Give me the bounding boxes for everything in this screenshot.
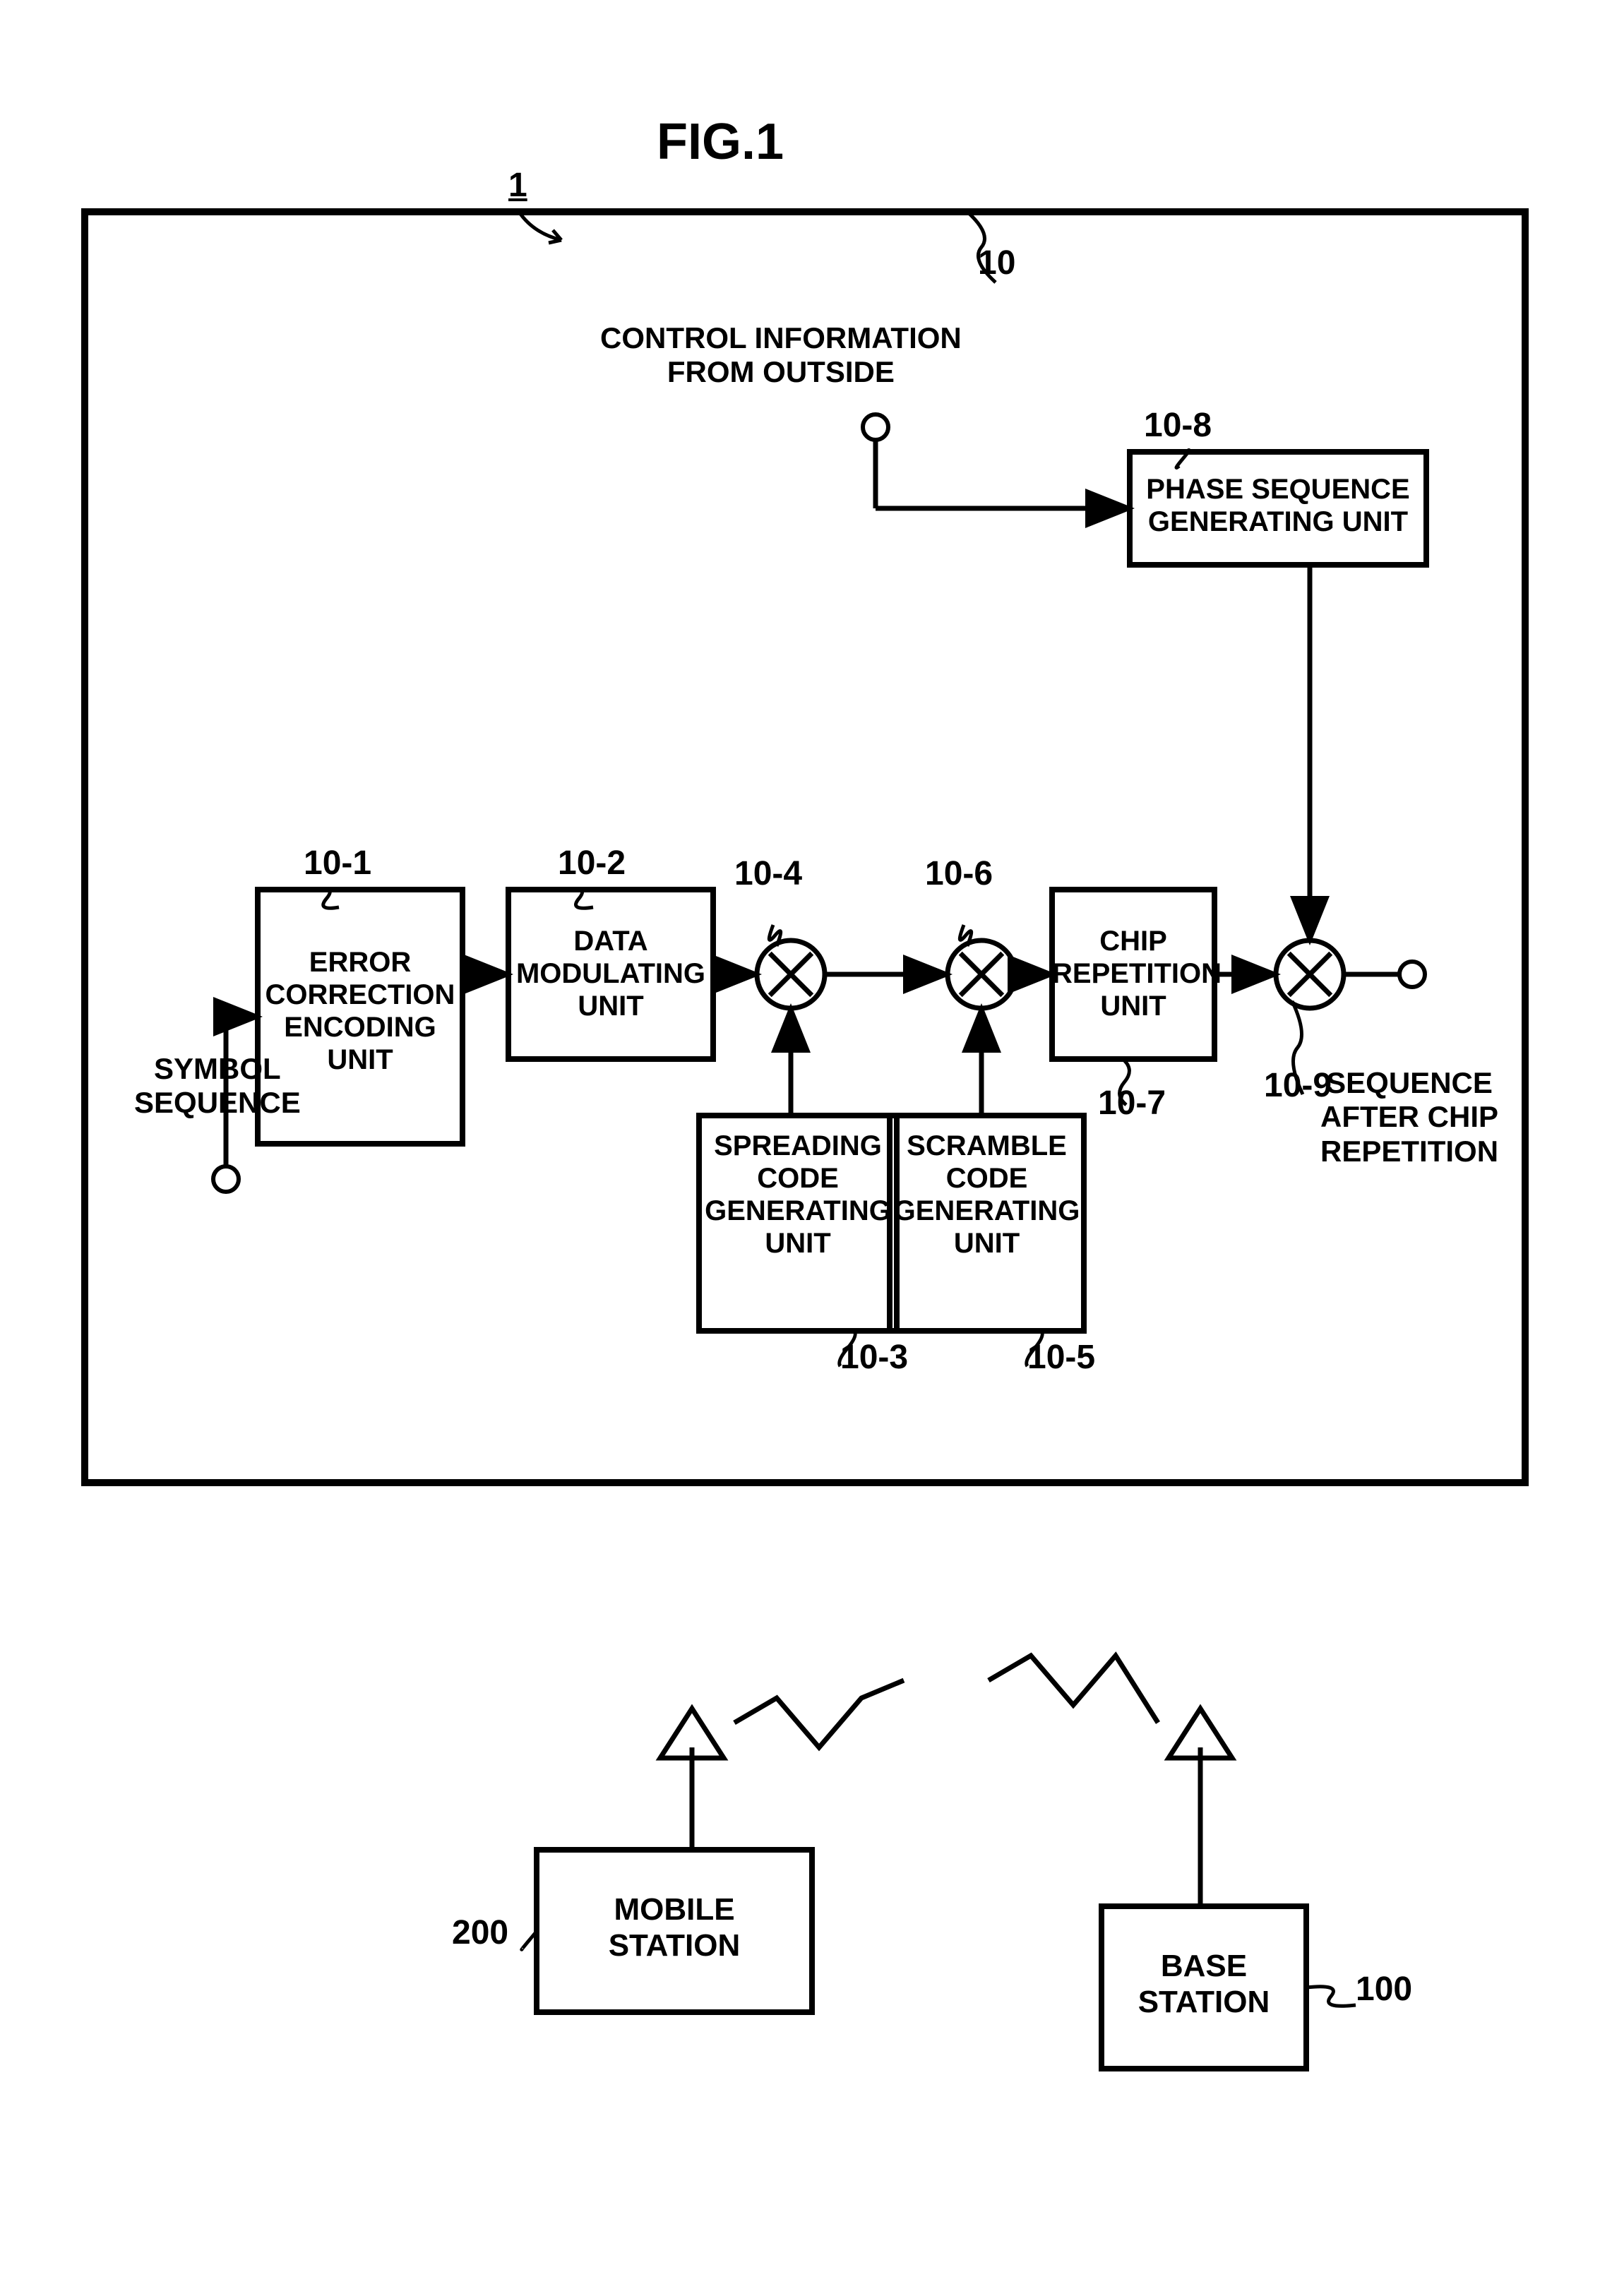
transmitter-ref-label: 10	[978, 244, 1015, 282]
mult3-ref: 10-9	[1264, 1066, 1332, 1105]
page: FIG.1 1 10 SYMBOL SEQUENCE CONTROL INFOR…	[0, 0, 1612, 2296]
scramble-code-label: SCRAMBLE CODE GENERATING UNIT	[890, 1130, 1084, 1260]
spreading-code-label: SPREADING CODE GENERATING UNIT	[699, 1130, 897, 1260]
base-station-ref: 100	[1356, 1970, 1412, 2009]
mult1-ref: 10-4	[734, 854, 802, 893]
spreading-code-ref: 10-3	[840, 1338, 908, 1377]
chip-repetition-label: CHIP REPETITION UNIT	[1052, 925, 1214, 1022]
scramble-code-ref: 10-5	[1027, 1338, 1095, 1377]
mobile-station-label: MOBILE STATION	[537, 1892, 812, 1963]
data-modulating-ref: 10-2	[558, 844, 626, 883]
chip-repetition-ref: 10-7	[1098, 1084, 1166, 1123]
mult2-ref: 10-6	[925, 854, 993, 893]
figure-title: FIG.1	[657, 113, 784, 172]
control-info-label: CONTROL INFORMATION FROM OUTSIDE	[600, 321, 962, 390]
data-modulating-label: DATA MODULATING UNIT	[508, 925, 713, 1022]
phase-sequence-label: PHASE SEQUENCE GENERATING UNIT	[1130, 473, 1426, 538]
outer-ref-label: 1	[508, 166, 527, 205]
output-sequence-label: SEQUENCE AFTER CHIP REPETITION	[1320, 1066, 1498, 1168]
base-station-label: BASE STATION	[1101, 1949, 1306, 2020]
phase-sequence-ref: 10-8	[1144, 406, 1212, 445]
error-correction-ref: 10-1	[304, 844, 371, 883]
mobile-station-ref: 200	[452, 1913, 508, 1952]
error-correction-label: ERROR CORRECTION ENCODING UNIT	[261, 946, 459, 1076]
